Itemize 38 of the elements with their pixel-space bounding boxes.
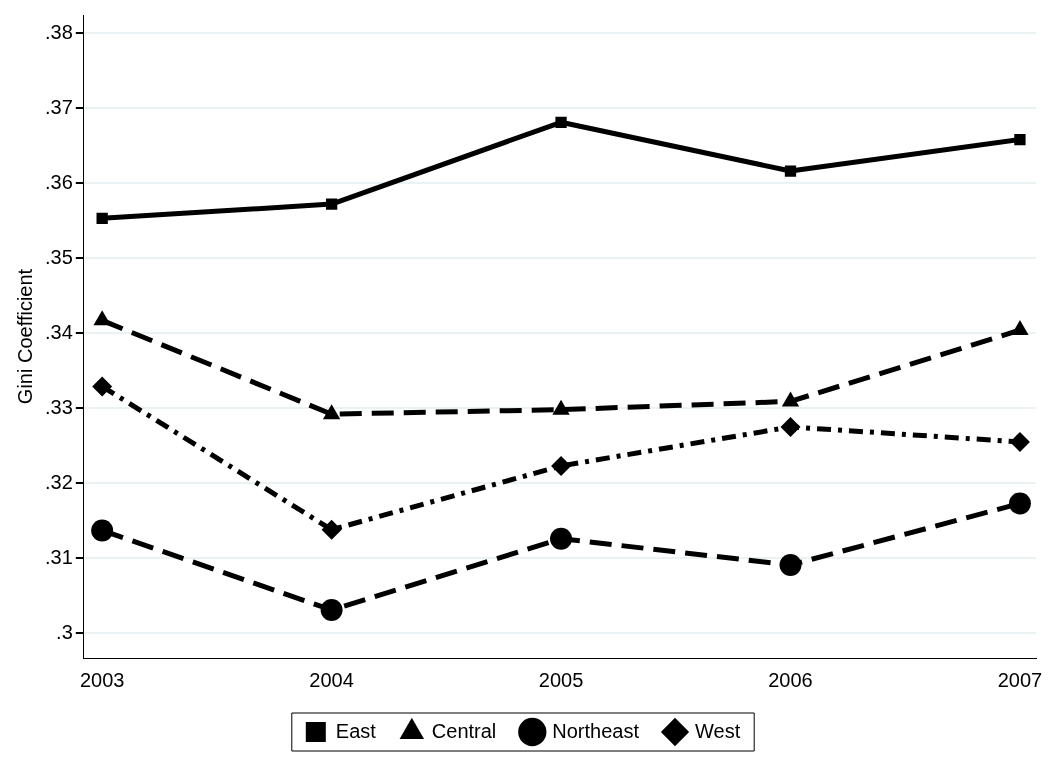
point — [781, 391, 800, 407]
point — [96, 212, 108, 224]
legend-label: Northeast — [552, 719, 640, 742]
y-tick-label: .38 — [44, 20, 73, 43]
point — [1008, 492, 1031, 515]
x-tick-label: 2005 — [538, 668, 584, 691]
y-tick-label: .33 — [44, 395, 73, 418]
y-tick-label: .36 — [44, 170, 73, 193]
y-tick-label: .32 — [44, 470, 73, 493]
x-tick-label: 2004 — [309, 668, 354, 691]
y-axis-title: Gini Coefficient — [13, 268, 36, 405]
point — [322, 404, 341, 420]
x-tick-label: 2006 — [768, 668, 813, 691]
legend-label: West — [695, 719, 741, 742]
y-tick-label: .35 — [44, 245, 73, 268]
point — [780, 416, 801, 437]
point — [93, 310, 111, 326]
point — [1014, 133, 1026, 146]
y-tick-label: .3 — [56, 620, 73, 643]
y-tick-label: .37 — [44, 95, 73, 118]
y-tick-label: .34 — [44, 320, 73, 343]
point — [551, 455, 572, 476]
legend-label: East — [335, 719, 377, 742]
point — [91, 519, 114, 542]
point — [320, 598, 343, 621]
x-tick-label: 2007 — [997, 668, 1043, 691]
point — [784, 165, 797, 177]
point — [555, 116, 567, 128]
point — [92, 376, 113, 397]
x-tick-label: 2003 — [79, 668, 125, 691]
y-tick-label: .31 — [44, 545, 73, 568]
point — [779, 553, 802, 576]
point — [1011, 320, 1029, 336]
point — [325, 198, 338, 210]
point — [550, 527, 573, 550]
point — [1009, 431, 1030, 452]
legend-label: Central — [431, 719, 497, 742]
point — [321, 519, 342, 540]
